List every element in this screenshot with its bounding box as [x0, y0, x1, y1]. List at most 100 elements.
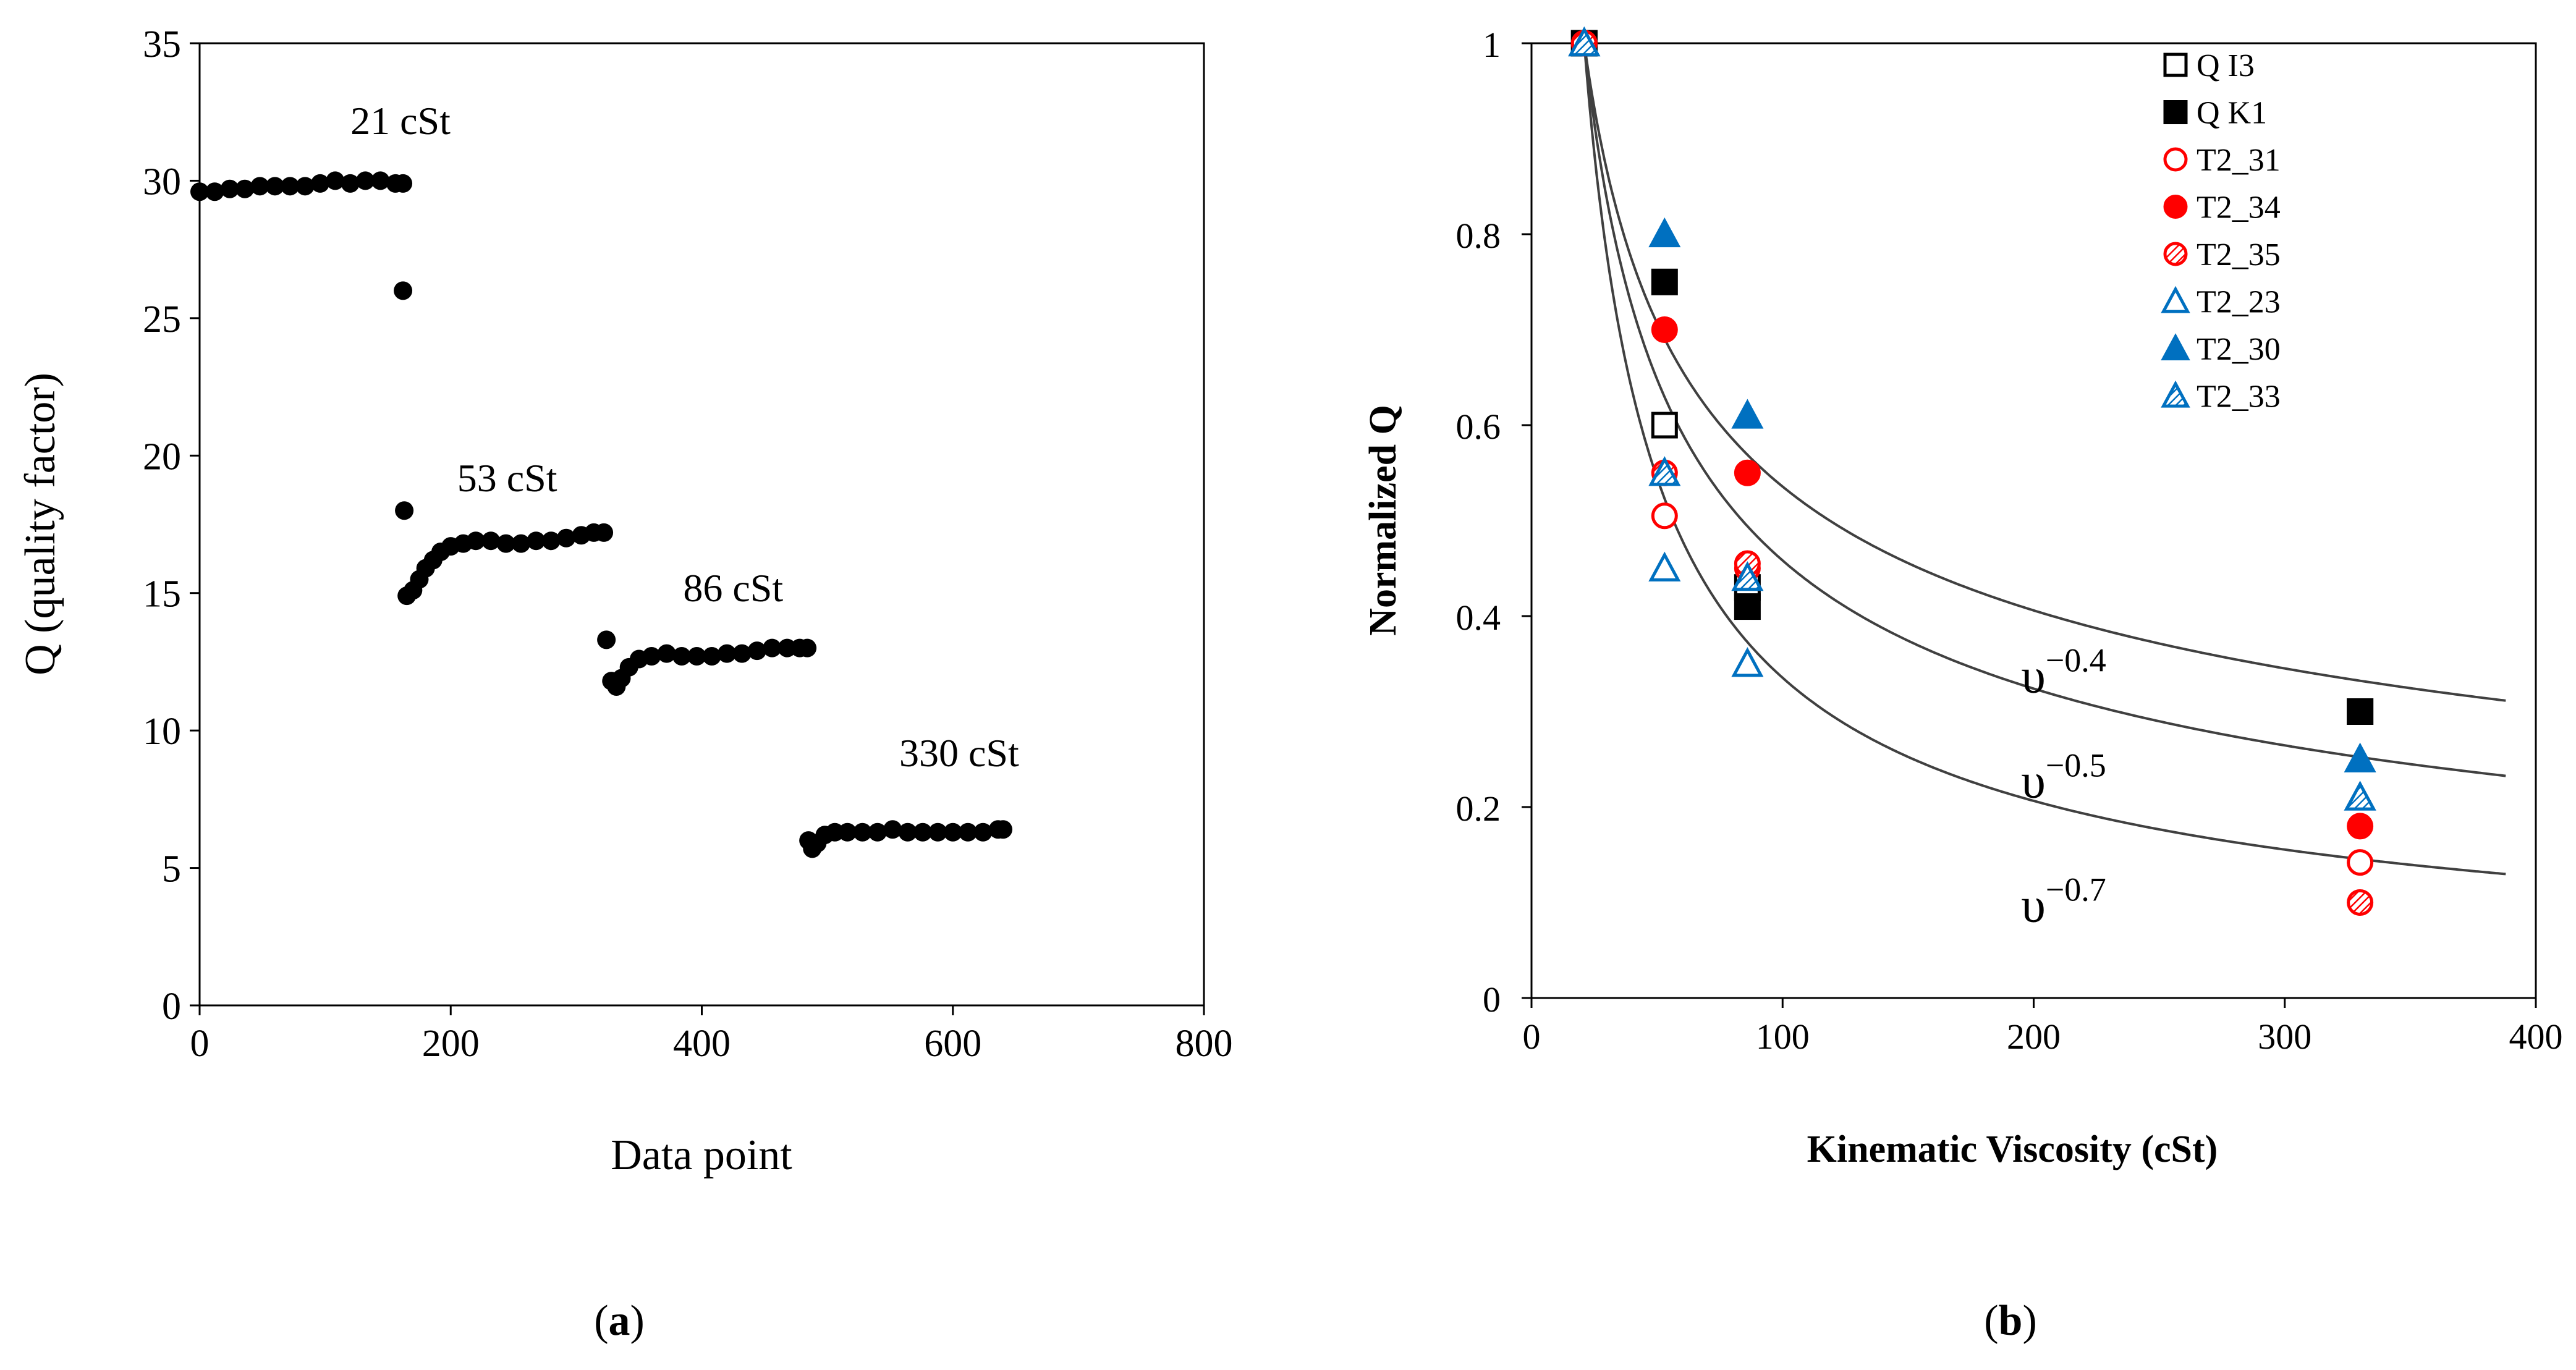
data-point: [394, 174, 413, 193]
legend-marker: [2161, 333, 2190, 361]
x-tick-label: 0: [1523, 1017, 1541, 1057]
chart-b-ylabel: Normalized Q: [1362, 405, 1404, 636]
data-point: [395, 501, 414, 520]
legend-item-t2-34: T2_34: [2163, 190, 2281, 226]
data-point: [394, 281, 413, 300]
data-point: [281, 177, 300, 196]
chart-b-plot-area: [1530, 42, 2537, 999]
data-point: [1648, 217, 1681, 248]
data-point: [557, 528, 576, 548]
legend-label: T2_35: [2197, 237, 2281, 273]
x-tick-label: 400: [673, 1023, 731, 1065]
curve-label-0-5: υ−0.5: [2021, 747, 2106, 809]
chart-b-points: [1568, 26, 2376, 916]
chart-b-fit-curves: [1583, 43, 2506, 876]
data-point: [959, 822, 978, 842]
y-tick-label: 0.6: [1456, 407, 1501, 447]
x-tick-label: 100: [1756, 1017, 1810, 1057]
data-point: [657, 644, 676, 663]
legend-item-t2-31: T2_31: [2163, 143, 2281, 178]
legend-marker: [2163, 53, 2188, 77]
data-point: [597, 630, 616, 649]
y-tick-label: 30: [143, 161, 181, 203]
legend-marker: [2163, 195, 2188, 219]
data-point: [1568, 26, 1601, 57]
annotation-86-cst: 86 cSt: [683, 566, 783, 610]
data-point: [190, 182, 209, 201]
segment-outliers: [394, 281, 414, 520]
legend-label: T2_23: [2197, 285, 2281, 320]
data-point: [1651, 412, 1678, 439]
data-point: [853, 822, 872, 842]
data-point: [898, 822, 917, 842]
data-point: [732, 644, 752, 663]
fit-curve-0-5: [1583, 43, 2506, 777]
data-point: [1651, 268, 1678, 295]
legend-marker: [2163, 100, 2188, 124]
x-tick-label: 200: [422, 1023, 480, 1065]
data-point: [763, 638, 782, 658]
data-point: [512, 534, 530, 553]
x-tick-label: 400: [2509, 1017, 2563, 1057]
data-point: [496, 534, 515, 553]
data-point: [943, 822, 962, 842]
data-point: [527, 531, 546, 551]
chart-b-panel-label: (b): [1984, 1297, 2037, 1345]
segment-330-cst: [799, 820, 1012, 858]
data-point: [1734, 459, 1761, 486]
curve-label-base: υ: [2021, 755, 2046, 809]
data-point: [1731, 561, 1764, 591]
data-point: [481, 531, 501, 551]
series-q-k1: [1570, 30, 2374, 725]
data-point: [883, 820, 902, 839]
segment-21-cst: [190, 171, 413, 201]
legend-label: Q I3: [2197, 48, 2255, 83]
data-point: [595, 523, 614, 542]
chart-b-ticks: 0 100 200 300 400 0 0.2 0.4 0.6 0.8 1: [1456, 25, 2563, 1057]
legend-marker: [2163, 147, 2188, 172]
curve-label-0-7: υ−0.7: [2021, 871, 2106, 932]
chart-b-curve-labels: υ−0.4υ−0.5υ−0.7: [2021, 642, 2106, 933]
y-tick-label: 10: [143, 711, 181, 753]
x-tick-label: 0: [190, 1023, 210, 1065]
chart-a-ticks: 0 200 400 600 800 0 5 10 15 20 25 30 35: [143, 23, 1233, 1065]
chart-a: 0 200 400 600 800 0 5 10 15 20 25 30 35 21 cSt 53 cSt…: [17, 23, 1233, 1345]
curve-label-exponent: −0.5: [2046, 747, 2106, 784]
segment-86-cst: [597, 630, 817, 696]
data-point: [994, 820, 1012, 839]
legend-label: Q K1: [2197, 96, 2267, 131]
curve-label-0-4: υ−0.4: [2021, 642, 2106, 704]
y-tick-label: 5: [162, 848, 181, 890]
data-point: [2344, 780, 2376, 811]
data-point: [718, 644, 737, 663]
curve-label-exponent: −0.4: [2046, 642, 2106, 679]
legend-item-t2-23: T2_23: [2161, 285, 2281, 320]
data-point: [1648, 551, 1681, 581]
curve-label-base: υ: [2021, 878, 2046, 932]
data-point: [868, 822, 887, 842]
y-tick-label: 20: [143, 436, 181, 478]
chart-b-xlabel: Kinematic Viscosity (cSt): [1807, 1128, 2218, 1170]
data-point: [250, 177, 269, 196]
fit-curve-0-7: [1583, 43, 2506, 876]
series-q-i3: [1570, 30, 2374, 725]
data-point: [687, 647, 706, 666]
data-point: [265, 177, 284, 196]
data-point: [702, 647, 721, 666]
data-point: [2347, 889, 2374, 916]
x-tick-label: 800: [1176, 1023, 1233, 1065]
data-point: [205, 182, 224, 201]
chart-a-annotations: 21 cSt 53 cSt 86 cSt 330 cSt: [350, 99, 1019, 775]
data-point: [2347, 849, 2374, 876]
y-tick-label: 0: [1483, 979, 1501, 1020]
chart-a-ylabel: Q (quality factor): [17, 373, 64, 675]
y-tick-label: 35: [143, 23, 181, 66]
data-point: [371, 171, 390, 190]
data-point: [928, 822, 947, 842]
data-point: [1651, 502, 1678, 530]
data-point: [341, 174, 360, 193]
chart-a-xlabel: Data point: [611, 1131, 792, 1179]
y-tick-label: 15: [143, 573, 181, 615]
